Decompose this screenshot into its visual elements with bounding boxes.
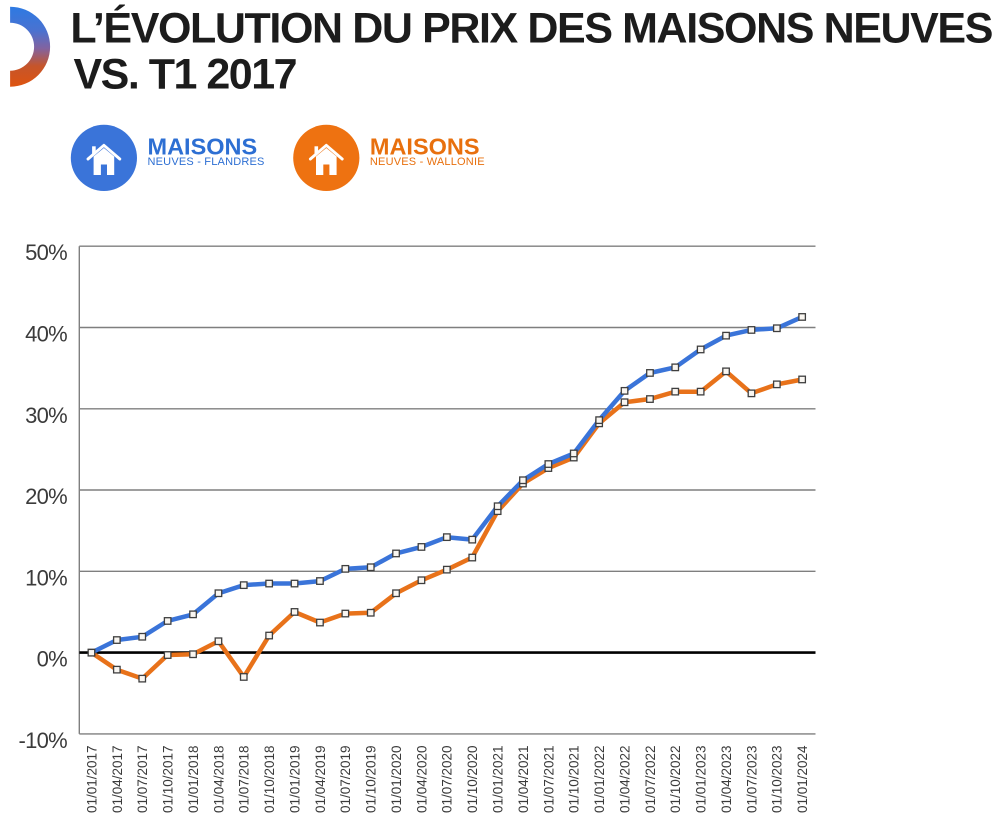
svg-text:01/10/2022: 01/10/2022 bbox=[668, 745, 683, 813]
svg-text:01/01/2023: 01/01/2023 bbox=[694, 745, 709, 813]
svg-text:01/07/2019: 01/07/2019 bbox=[338, 745, 353, 813]
svg-text:01/04/2018: 01/04/2018 bbox=[211, 745, 226, 813]
svg-text:01/04/2023: 01/04/2023 bbox=[719, 745, 734, 813]
svg-text:NEUVES - WALLONIE: NEUVES - WALLONIE bbox=[370, 156, 485, 168]
svg-text:L’ÉVOLUTION DU PRIX DES MAISON: L’ÉVOLUTION DU PRIX DES MAISONS NEUVES bbox=[70, 5, 992, 53]
svg-text:10%: 10% bbox=[25, 565, 67, 590]
svg-text:01/07/2017: 01/07/2017 bbox=[135, 745, 150, 813]
svg-text:VS. T1 2017: VS. T1 2017 bbox=[74, 51, 297, 99]
svg-text:40%: 40% bbox=[25, 322, 67, 347]
svg-text:01/10/2021: 01/10/2021 bbox=[567, 745, 582, 813]
svg-text:01/10/2019: 01/10/2019 bbox=[364, 745, 379, 813]
svg-text:MAISONS: MAISONS bbox=[148, 134, 258, 160]
svg-text:01/01/2017: 01/01/2017 bbox=[84, 745, 99, 813]
svg-text:01/04/2017: 01/04/2017 bbox=[110, 745, 125, 813]
svg-text:MAISONS: MAISONS bbox=[370, 134, 480, 160]
svg-text:01/10/2018: 01/10/2018 bbox=[262, 745, 277, 813]
svg-text:NEUVES - FLANDRES: NEUVES - FLANDRES bbox=[148, 156, 265, 168]
svg-text:01/10/2020: 01/10/2020 bbox=[465, 745, 480, 813]
svg-text:01/10/2017: 01/10/2017 bbox=[161, 745, 176, 813]
svg-text:01/07/2023: 01/07/2023 bbox=[744, 745, 759, 813]
svg-text:01/04/2020: 01/04/2020 bbox=[414, 745, 429, 813]
svg-text:01/10/2023: 01/10/2023 bbox=[770, 745, 785, 813]
svg-text:01/01/2019: 01/01/2019 bbox=[288, 745, 303, 813]
svg-text:01/07/2022: 01/07/2022 bbox=[643, 745, 658, 813]
svg-text:50%: 50% bbox=[25, 240, 67, 265]
svg-text:01/01/2022: 01/01/2022 bbox=[592, 745, 607, 813]
svg-text:01/01/2018: 01/01/2018 bbox=[186, 745, 201, 813]
svg-text:20%: 20% bbox=[25, 484, 67, 509]
svg-text:01/07/2021: 01/07/2021 bbox=[541, 745, 556, 813]
svg-text:0%: 0% bbox=[37, 647, 68, 672]
svg-text:01/01/2024: 01/01/2024 bbox=[795, 745, 810, 813]
svg-text:30%: 30% bbox=[25, 403, 67, 428]
svg-text:01/07/2020: 01/07/2020 bbox=[440, 745, 455, 813]
svg-text:-10%: -10% bbox=[18, 728, 67, 753]
svg-text:01/07/2018: 01/07/2018 bbox=[237, 745, 252, 813]
svg-text:01/01/2020: 01/01/2020 bbox=[389, 745, 404, 813]
svg-text:01/04/2019: 01/04/2019 bbox=[313, 745, 328, 813]
svg-text:01/04/2021: 01/04/2021 bbox=[516, 745, 531, 813]
svg-text:01/04/2022: 01/04/2022 bbox=[617, 745, 632, 813]
svg-text:01/01/2021: 01/01/2021 bbox=[491, 745, 506, 813]
